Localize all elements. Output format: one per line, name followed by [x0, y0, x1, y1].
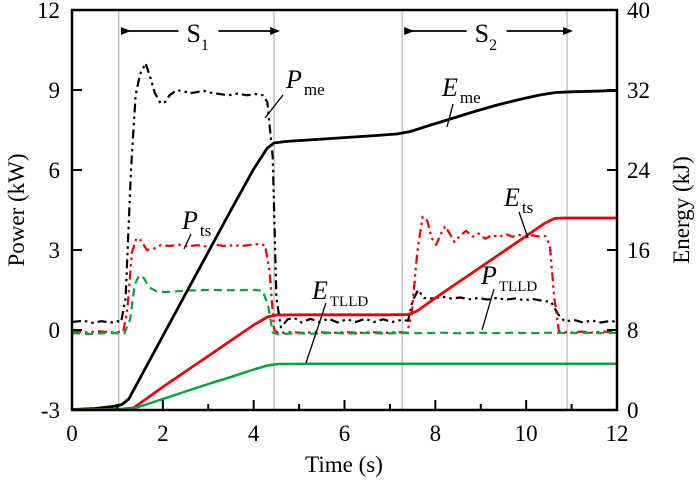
stage-label-S1: S1	[186, 19, 208, 54]
energy-tick-label: 32	[627, 78, 650, 103]
x-tick-label: 12	[606, 421, 629, 446]
leader-line-ets	[518, 211, 529, 239]
x-tick-label: 2	[157, 421, 169, 446]
leader-line-ptlld	[481, 288, 495, 331]
energy-tick-label: 0	[627, 398, 639, 423]
curve-label-ptlld: P TLLD	[480, 261, 537, 295]
curve-label-etlld: E TLLD	[311, 276, 368, 310]
x-tick-label: 8	[430, 421, 442, 446]
x-tick-label: 4	[248, 421, 260, 446]
leader-line-pme	[264, 94, 284, 119]
x-tick-label: 0	[66, 421, 78, 446]
x-tick-label: 10	[515, 421, 538, 446]
curve-E_ts	[71, 216, 617, 412]
y-axis-title-left: Power (kW)	[4, 153, 29, 266]
power-tick-label: 3	[49, 238, 61, 263]
x-axis-title: Time (s)	[305, 452, 383, 477]
curve-P_me	[71, 62, 618, 329]
series-curves	[71, 62, 618, 412]
energy-tick-label: 8	[627, 318, 639, 343]
leader-line-pts	[183, 233, 192, 250]
energy-tick-label: 24	[627, 158, 651, 183]
curve-P_TLLD	[71, 274, 618, 336]
stage-gridlines	[118, 10, 568, 410]
power-tick-label: -3	[41, 398, 60, 423]
power-tick-label: 9	[49, 78, 61, 103]
leader-line-etlld	[305, 302, 327, 364]
power-tick-label: 0	[49, 318, 61, 343]
x-tick-label: 6	[339, 421, 351, 446]
power-tick-label: 6	[49, 158, 61, 183]
leader-line-eme	[446, 103, 454, 128]
y-axis-title-right: Energy (kJ)	[669, 156, 694, 264]
curve-E_me	[71, 89, 618, 411]
energy-tick-label: 16	[627, 238, 650, 263]
curve-E_TLLD	[71, 362, 617, 412]
stage-label-S2: S2	[475, 19, 497, 54]
power-tick-label: 12	[37, 0, 60, 23]
energy-tick-label: 40	[627, 0, 650, 23]
